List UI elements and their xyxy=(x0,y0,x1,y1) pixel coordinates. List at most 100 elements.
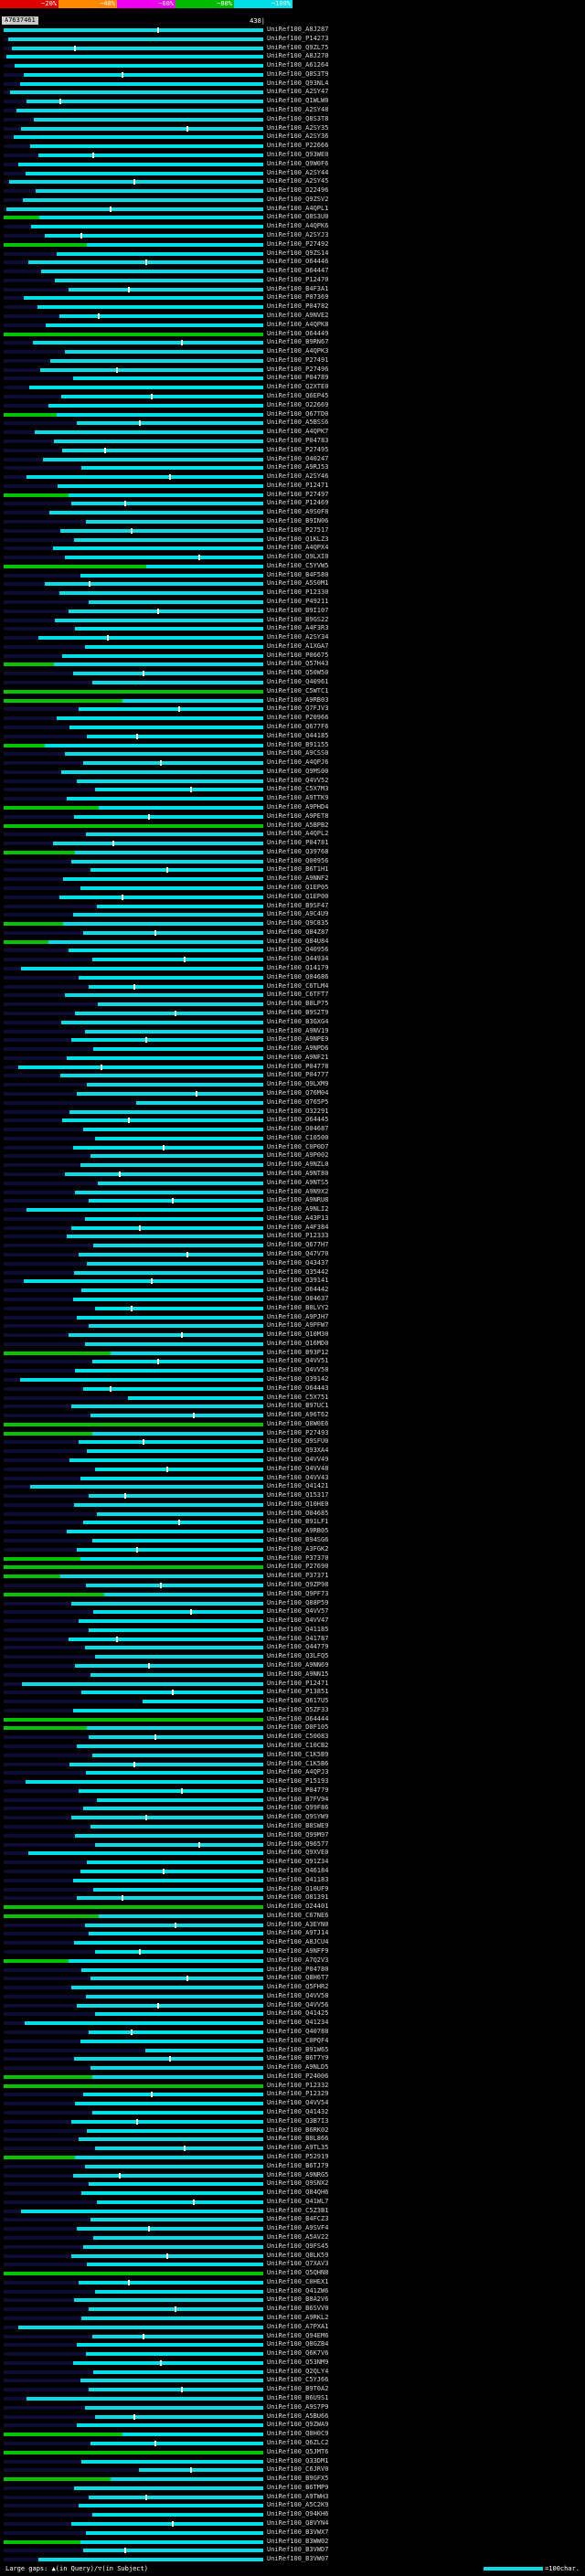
hit-label[interactable]: UniRef100_A9S7P9 xyxy=(267,2402,329,2411)
hit-bar[interactable] xyxy=(7,37,263,41)
hit-label[interactable]: UniRef100_P12471 xyxy=(267,1679,329,1687)
hit-bar[interactable] xyxy=(60,1020,263,1024)
hit-bar[interactable] xyxy=(4,216,39,220)
hit-bar[interactable] xyxy=(98,805,263,810)
hit-label[interactable]: UniRef100_O22496 xyxy=(267,186,329,195)
hit-label[interactable]: UniRef100_A9PFW7 xyxy=(267,1321,329,1330)
hit-label[interactable]: UniRef100_B6T1H1 xyxy=(267,865,329,874)
hit-bar[interactable] xyxy=(69,1958,263,1963)
hit-label[interactable]: UniRef100_C5X7M3 xyxy=(267,785,329,793)
hit-label[interactable]: UniRef100_P04780 xyxy=(267,1965,329,1973)
hit-bar[interactable] xyxy=(4,1958,69,1963)
hit-label[interactable]: UniRef100_Q53NM9 xyxy=(267,2358,329,2366)
hit-label[interactable]: UniRef100_Q44934 xyxy=(267,955,329,963)
hit-label[interactable]: UniRef100_A9NLD5 xyxy=(267,2063,329,2072)
hit-label[interactable]: UniRef100_Q99M97 xyxy=(267,1830,329,1839)
hit-bar[interactable] xyxy=(127,1395,263,1400)
hit-bar[interactable] xyxy=(94,1842,263,1847)
hit-bar[interactable] xyxy=(4,1565,263,1570)
hit-bar[interactable] xyxy=(82,1128,263,1132)
hit-bar[interactable] xyxy=(69,1762,263,1766)
hit-bar[interactable] xyxy=(94,1467,263,1471)
hit-bar[interactable] xyxy=(62,653,263,658)
hit-bar[interactable] xyxy=(70,2521,263,2526)
hit-label[interactable]: UniRef100_Q6ZLC2 xyxy=(267,2438,329,2446)
hit-bar[interactable] xyxy=(4,698,122,703)
hit-bar[interactable] xyxy=(48,939,263,944)
hit-bar[interactable] xyxy=(4,2450,263,2454)
hit-label[interactable]: UniRef100_Q41ZW6 xyxy=(267,2286,329,2295)
hit-bar[interactable] xyxy=(4,2083,263,2088)
hit-label[interactable]: UniRef100_A4QPK3 xyxy=(267,347,329,355)
hit-label[interactable]: UniRef100_A9TTK9 xyxy=(267,794,329,802)
hit-label[interactable]: UniRef100_P49211 xyxy=(267,598,329,605)
hit-bar[interactable] xyxy=(72,1297,263,1301)
hit-label[interactable]: UniRef100_P27690 xyxy=(267,1563,329,1571)
hit-bar[interactable] xyxy=(74,537,263,542)
hit-label[interactable]: UniRef100_C6TFT7 xyxy=(267,991,329,999)
hit-bar[interactable] xyxy=(77,421,263,426)
hit-bar[interactable] xyxy=(37,305,263,310)
hit-label[interactable]: UniRef100_A5BU66 xyxy=(267,2412,329,2420)
hit-label[interactable]: UniRef100_O22669 xyxy=(267,400,329,408)
hit-bar[interactable] xyxy=(70,502,263,506)
hit-label[interactable]: UniRef100_Q6EP45 xyxy=(267,392,329,400)
hit-label[interactable]: UniRef100_P52919 xyxy=(267,2152,329,2160)
hit-bar[interactable] xyxy=(89,984,263,989)
hit-label[interactable]: UniRef100_Q93NL4 xyxy=(267,79,329,87)
hit-label[interactable]: UniRef100_Q41432 xyxy=(267,2108,329,2116)
hit-bar[interactable] xyxy=(24,2021,263,2026)
hit-label[interactable]: UniRef100_Q40961 xyxy=(267,678,329,686)
hit-bar[interactable] xyxy=(80,2379,263,2383)
hit-bar[interactable] xyxy=(74,1270,263,1275)
hit-bar[interactable] xyxy=(79,2137,263,2142)
hit-bar[interactable] xyxy=(90,2441,263,2445)
hit-bar[interactable] xyxy=(94,1655,263,1659)
hit-label[interactable]: UniRef100_Q39141 xyxy=(267,1277,329,1285)
hit-bar[interactable] xyxy=(80,2539,263,2544)
hit-bar[interactable] xyxy=(80,2191,263,2196)
hit-bar[interactable] xyxy=(4,1913,99,1918)
hit-label[interactable]: UniRef100_B3WW02 xyxy=(267,2537,329,2545)
hit-bar[interactable] xyxy=(65,1172,263,1176)
hit-label[interactable]: UniRef100_A5BSS6 xyxy=(267,419,329,427)
hit-bar[interactable] xyxy=(67,1530,263,1534)
hit-bar[interactable] xyxy=(20,2209,263,2213)
hit-bar[interactable] xyxy=(69,1458,263,1462)
hit-bar[interactable] xyxy=(92,1887,263,1892)
hit-bar[interactable] xyxy=(84,2405,263,2410)
hit-bar[interactable] xyxy=(94,1136,263,1140)
hit-bar[interactable] xyxy=(4,922,63,927)
hit-bar[interactable] xyxy=(41,270,263,274)
hit-bar[interactable] xyxy=(90,1977,263,1981)
hit-bar[interactable] xyxy=(96,1797,263,1802)
hit-bar[interactable] xyxy=(56,716,263,721)
hit-label[interactable]: UniRef100_Q93XA4 xyxy=(267,1447,329,1455)
hit-bar[interactable] xyxy=(55,278,263,282)
hit-bar[interactable] xyxy=(5,207,263,211)
hit-bar[interactable] xyxy=(19,81,263,86)
hit-bar[interactable] xyxy=(60,395,263,399)
hit-bar[interactable] xyxy=(58,483,263,488)
hit-label[interactable]: UniRef100_Q84Z87 xyxy=(267,928,329,936)
hit-bar[interactable] xyxy=(72,1708,263,1712)
hit-label[interactable]: UniRef100_P04777 xyxy=(267,1071,329,1079)
hit-label[interactable]: UniRef100_B91LF1 xyxy=(267,1518,329,1526)
hit-label[interactable]: UniRef100_A9RKL2 xyxy=(267,2314,329,2321)
hit-bar[interactable] xyxy=(43,457,263,461)
hit-label[interactable]: UniRef100_P24006 xyxy=(267,2072,329,2080)
hit-label[interactable]: UniRef100_B6RK02 xyxy=(267,2125,329,2134)
hit-bar[interactable] xyxy=(31,225,263,229)
hit-label[interactable]: UniRef100_B3VWD7 xyxy=(267,2546,329,2554)
hit-label[interactable]: UniRef100_P14273 xyxy=(267,34,329,42)
hit-label[interactable]: UniRef100_B6U9S1 xyxy=(267,2394,329,2402)
hit-label[interactable]: UniRef100_A9SVF4 xyxy=(267,2224,329,2232)
hit-bar[interactable] xyxy=(82,2244,263,2249)
hit-bar[interactable] xyxy=(77,2343,263,2348)
hit-bar[interactable] xyxy=(4,823,263,828)
hit-label[interactable]: UniRef100_Q4VV57 xyxy=(267,1607,329,1616)
hit-bar[interactable] xyxy=(69,1109,263,1114)
hit-label[interactable]: UniRef100_B8A2V6 xyxy=(267,2295,329,2304)
hit-label[interactable]: UniRef100_Q8H0C9 xyxy=(267,2430,329,2438)
hit-bar[interactable] xyxy=(94,2414,263,2419)
